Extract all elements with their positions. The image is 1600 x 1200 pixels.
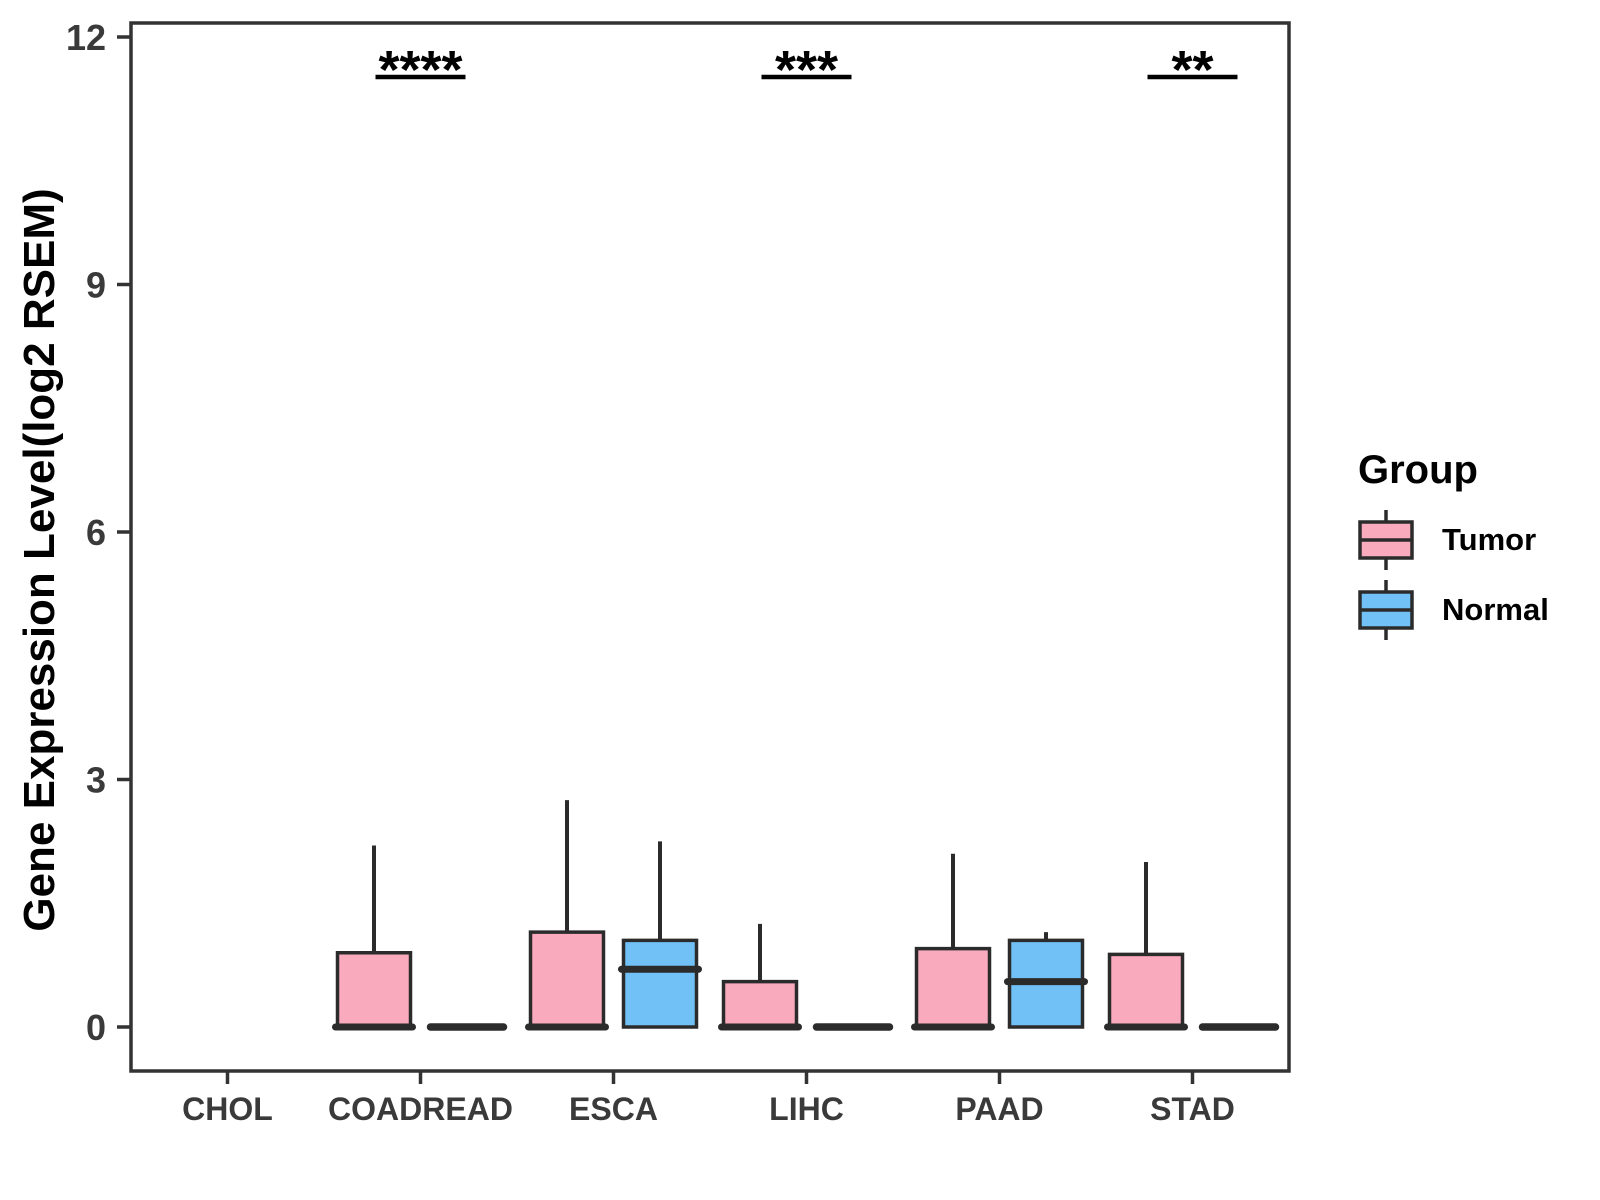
- x-tick-label-lihc: LIHC: [769, 1091, 844, 1127]
- box-tumor-lihc: [721, 979, 799, 1029]
- box-tumor-esca: [528, 930, 606, 1029]
- panel-border: [129, 21, 1291, 1073]
- box-tumor-stad: [1107, 952, 1185, 1029]
- significance-stars-coadread: ****: [378, 40, 462, 100]
- y-tick-label: 12: [66, 17, 106, 58]
- y-tick-label: 3: [86, 760, 106, 801]
- significance-stars-stad: **: [1171, 40, 1213, 100]
- x-tick-label-chol: CHOL: [182, 1091, 273, 1127]
- normal-boxplot-key-icon: [1358, 580, 1414, 640]
- x-tick-label-esca: ESCA: [569, 1091, 658, 1127]
- legend-item-normal: Normal: [1358, 578, 1549, 642]
- legend-title: Group: [1358, 448, 1478, 492]
- x-tick-label-coadread: COADREAD: [328, 1091, 513, 1127]
- y-tick-label: 6: [86, 512, 106, 553]
- box-tumor-paad: [914, 946, 992, 1029]
- box-tumor-coadread: [335, 951, 413, 1029]
- significance-stars-lihc: ***: [775, 40, 838, 100]
- legend: Group Tumor Normal: [1358, 448, 1549, 648]
- x-tick-label-stad: STAD: [1150, 1091, 1235, 1127]
- legend-label-tumor: Tumor: [1442, 522, 1537, 557]
- legend-item-tumor: Tumor: [1358, 508, 1549, 572]
- tumor-boxplot-key-icon: [1358, 510, 1414, 570]
- y-tick-label: 0: [86, 1007, 106, 1048]
- box-normal-esca: [621, 938, 699, 1029]
- legend-label-normal: Normal: [1442, 592, 1549, 627]
- y-tick-label: 9: [86, 265, 106, 306]
- x-tick-label-paad: PAAD: [955, 1091, 1043, 1127]
- y-axis-title: Gene Expression Level(log2 RSEM): [15, 188, 64, 932]
